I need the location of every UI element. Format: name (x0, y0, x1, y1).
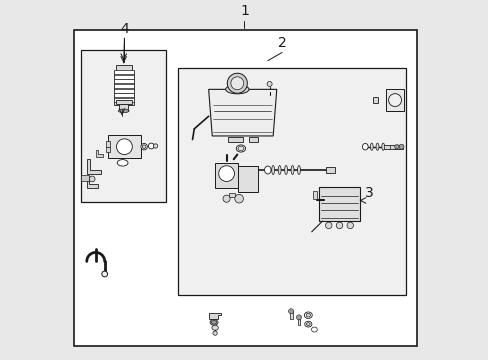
Bar (385, 89, 404, 111)
Polygon shape (81, 175, 88, 181)
Ellipse shape (141, 144, 147, 150)
Polygon shape (86, 177, 97, 188)
Circle shape (288, 309, 293, 314)
Bar (325, 167, 334, 172)
Bar (228, 137, 242, 142)
Bar (114, 89, 133, 93)
Bar (114, 80, 133, 84)
Ellipse shape (225, 85, 248, 94)
Bar (114, 70, 133, 74)
Ellipse shape (304, 321, 311, 327)
Ellipse shape (375, 143, 378, 150)
Bar (114, 84, 133, 88)
Circle shape (212, 331, 217, 335)
Text: 1: 1 (240, 4, 248, 18)
Bar (114, 98, 133, 102)
Circle shape (102, 271, 107, 277)
Bar (114, 75, 133, 79)
Ellipse shape (290, 166, 293, 175)
Ellipse shape (148, 143, 154, 149)
Circle shape (346, 222, 353, 229)
Circle shape (230, 77, 244, 90)
Ellipse shape (369, 143, 372, 150)
Bar (108, 135, 140, 158)
Circle shape (234, 194, 243, 203)
Ellipse shape (142, 145, 145, 149)
Ellipse shape (211, 320, 216, 324)
Bar (106, 148, 110, 152)
Text: 2: 2 (277, 36, 286, 50)
Circle shape (394, 145, 398, 149)
Bar (114, 94, 133, 98)
Text: 3: 3 (364, 186, 372, 201)
Bar (74, 30, 416, 346)
Circle shape (218, 166, 234, 181)
Ellipse shape (211, 325, 218, 330)
Ellipse shape (305, 314, 310, 317)
Bar (215, 163, 238, 188)
Bar (114, 71, 133, 105)
Ellipse shape (238, 147, 244, 150)
Ellipse shape (297, 166, 300, 175)
Circle shape (398, 144, 403, 149)
Circle shape (266, 81, 271, 86)
Circle shape (296, 315, 301, 320)
Ellipse shape (271, 166, 274, 175)
Ellipse shape (264, 166, 270, 174)
Bar (228, 193, 235, 197)
Ellipse shape (311, 327, 317, 332)
Bar (115, 100, 131, 104)
Polygon shape (208, 314, 221, 319)
Circle shape (325, 222, 331, 229)
Polygon shape (96, 150, 102, 157)
Bar (312, 191, 317, 199)
Bar (119, 104, 128, 111)
Bar (297, 318, 300, 325)
Polygon shape (208, 89, 276, 136)
Text: 4: 4 (120, 22, 128, 36)
Circle shape (227, 73, 247, 93)
Bar (115, 65, 131, 71)
Circle shape (388, 94, 401, 107)
Bar (383, 145, 402, 149)
Bar (81, 50, 165, 202)
Bar (372, 97, 377, 103)
Ellipse shape (304, 312, 312, 318)
Bar (389, 145, 395, 149)
Bar (238, 166, 257, 192)
Bar (248, 138, 257, 142)
Ellipse shape (236, 145, 245, 152)
Ellipse shape (284, 166, 287, 175)
Circle shape (116, 139, 132, 154)
Bar (106, 141, 110, 147)
Circle shape (336, 222, 342, 229)
Ellipse shape (117, 159, 128, 166)
Polygon shape (86, 159, 101, 174)
Bar (318, 187, 359, 221)
Ellipse shape (381, 143, 384, 150)
Circle shape (89, 176, 95, 182)
Bar (289, 311, 292, 319)
Ellipse shape (362, 144, 367, 150)
Circle shape (223, 195, 230, 202)
Bar (178, 68, 405, 296)
Ellipse shape (153, 144, 158, 148)
Ellipse shape (306, 323, 309, 325)
Ellipse shape (210, 319, 218, 325)
Ellipse shape (118, 109, 129, 113)
Ellipse shape (278, 166, 281, 175)
